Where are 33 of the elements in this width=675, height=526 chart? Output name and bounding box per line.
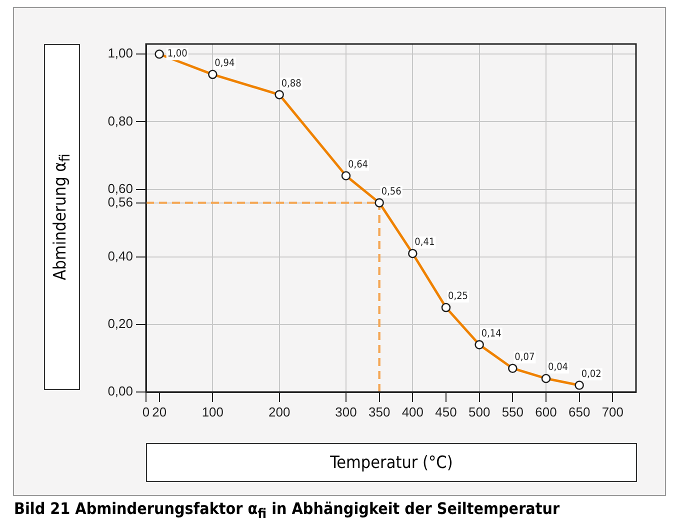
x-tick-label: 0 — [142, 404, 150, 420]
data-label: 0,02 — [581, 368, 602, 380]
x-tick-label: 100 — [202, 404, 224, 420]
data-label: 0,64 — [348, 159, 368, 170]
x-tick-label: 700 — [602, 404, 624, 420]
x-tick-label: 600 — [535, 404, 557, 420]
data-label: 0,14 — [481, 328, 502, 340]
y-tick-label: 0,20 — [108, 316, 133, 332]
x-axis-title: Temperatur (°C) — [146, 443, 637, 482]
data-label: 0,94 — [214, 58, 235, 69]
x-tick-label: 300 — [335, 404, 357, 420]
y-tick-label: 0,60 — [108, 180, 133, 196]
x-tick-label: 400 — [402, 404, 424, 420]
data-label: 1,00 — [167, 48, 188, 60]
data-label: 0,41 — [414, 237, 435, 248]
text: Bild 21 Abminderungsfaktor α$_{fi}$ in Abhängigkeit der Seiltemperatur — [14, 499, 560, 522]
x-tick-label: 450 — [435, 404, 457, 420]
x-tick-label: 500 — [468, 404, 490, 420]
x-tick-label: 20 — [152, 404, 167, 420]
data-label: 0,07 — [514, 352, 535, 363]
y-tick-label: 1,00 — [108, 46, 133, 61]
y-tick-label: 0,00 — [108, 384, 133, 399]
y-tick-label: 0,56 — [108, 194, 133, 210]
data-label: 0,04 — [548, 362, 568, 374]
y-tick-label: 0,40 — [108, 248, 133, 264]
data-label: 0,25 — [448, 291, 468, 302]
y-tick-label: 0,80 — [108, 113, 133, 128]
x-tick-label: 550 — [502, 404, 524, 420]
x-tick-label: 350 — [368, 404, 390, 420]
x-tick-label: 650 — [568, 404, 590, 420]
data-label: 0,88 — [281, 78, 302, 90]
x-tick-label: 200 — [268, 404, 290, 420]
data-label: 0,56 — [381, 186, 402, 198]
